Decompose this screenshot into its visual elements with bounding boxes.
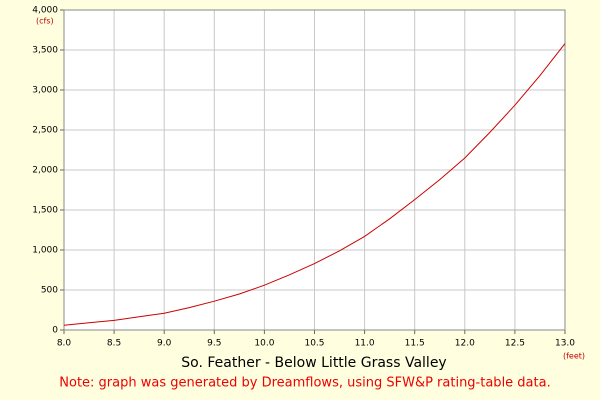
x-tick-label: 10.0	[254, 339, 274, 349]
plot-border	[63, 9, 566, 331]
x-tick-label: 12.5	[505, 339, 525, 349]
y-tick-label: 4,000	[32, 6, 58, 16]
x-tick-label: 11.5	[405, 339, 425, 349]
y-tick-label: 2,500	[32, 126, 58, 136]
y-unit: (cfs)	[36, 17, 54, 26]
x-tick-label: 8.5	[107, 339, 121, 349]
y-tick-label: 500	[41, 286, 58, 296]
chart-title: So. Feather - Below Little Grass Valley	[181, 355, 446, 371]
y-tick-label: 1,500	[32, 206, 58, 216]
y-tick-label: 2,000	[32, 166, 58, 176]
y-tick-label: 0	[52, 326, 58, 336]
x-tick-label: 9.5	[207, 339, 221, 349]
x-tick-label: 13.0	[555, 339, 575, 349]
x-unit: (feet)	[563, 352, 585, 361]
x-tick-label: 10.5	[304, 339, 324, 349]
x-tick-label: 12.0	[455, 339, 475, 349]
y-tick-label: 1,000	[32, 246, 58, 256]
y-tick-label: 3,000	[32, 86, 58, 96]
x-tick-label: 8.0	[57, 339, 72, 349]
y-tick-label: 3,500	[32, 46, 58, 56]
note: Note: graph was generated by Dreamflows,…	[59, 376, 550, 391]
x-tick-label: 11.0	[355, 339, 375, 349]
data-line	[63, 43, 566, 326]
x-tick-label: 9.0	[157, 339, 172, 349]
